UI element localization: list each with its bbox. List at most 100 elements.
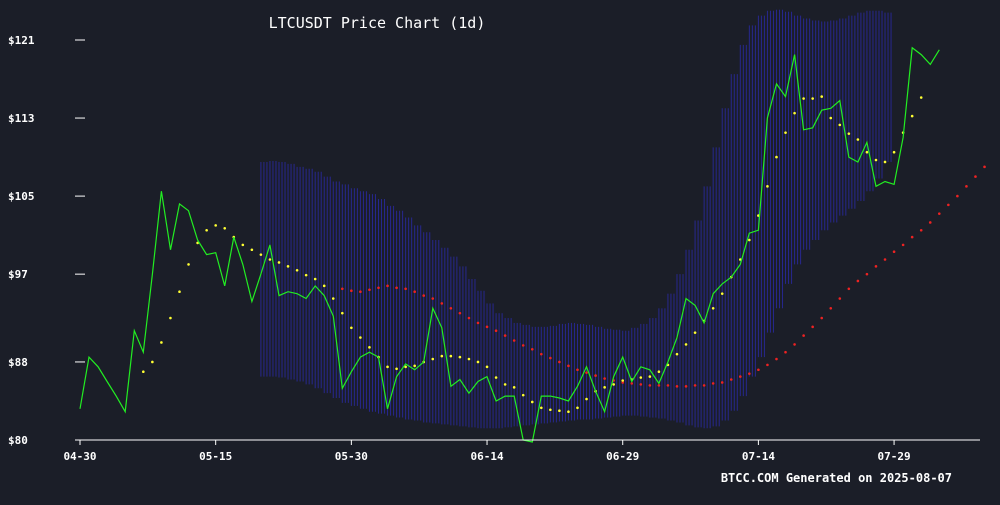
sma-fast-point	[711, 306, 715, 310]
sma-slow-point	[775, 357, 778, 361]
sma-fast-point	[838, 123, 842, 127]
sma-slow-point	[874, 265, 878, 268]
sma-fast-point	[784, 131, 787, 134]
sma-slow-point	[458, 311, 462, 315]
sma-slow-point	[820, 316, 824, 320]
sma-fast-point	[304, 273, 308, 277]
sma-fast-point	[431, 357, 435, 361]
sma-slow-point	[630, 382, 634, 385]
sma-slow-point	[585, 371, 588, 374]
sma-fast-point	[449, 354, 453, 358]
sma-fast-point	[467, 357, 471, 361]
sma-fast-point	[558, 409, 561, 413]
sma-fast-point	[359, 336, 362, 339]
sma-slow-point	[811, 325, 814, 329]
sma-fast-point	[576, 406, 579, 410]
sma-slow-point	[947, 203, 950, 207]
sma-slow-point	[937, 212, 941, 215]
sma-fast-point	[766, 185, 769, 188]
sma-slow-point	[883, 258, 887, 261]
sma-fast-point	[521, 393, 525, 397]
y-tick-label: $88	[8, 356, 28, 369]
sma-fast-point	[458, 355, 462, 359]
sma-fast-point	[675, 352, 679, 356]
sma-slow-point	[530, 347, 534, 351]
sma-slow-point	[368, 288, 371, 292]
sma-fast-point	[793, 111, 796, 115]
sma-slow-point	[720, 381, 724, 384]
sma-slow-point	[919, 228, 923, 232]
sma-fast-series	[142, 95, 923, 414]
close-price-series	[79, 46, 940, 443]
sma-slow-point	[440, 302, 444, 305]
y-tick-label: $105	[8, 190, 35, 203]
sma-fast-point	[829, 116, 833, 120]
sma-fast-point	[802, 97, 805, 100]
sma-fast-point	[404, 365, 407, 369]
x-tick-label: 05-15	[199, 450, 232, 463]
sma-fast-point	[865, 150, 869, 154]
sma-fast-point	[530, 400, 534, 404]
sma-slow-point	[748, 372, 751, 375]
sma-fast-point	[657, 370, 661, 374]
sma-slow-point	[359, 290, 362, 294]
sma-slow-point	[838, 297, 842, 300]
sma-slow-point	[684, 385, 688, 388]
sma-fast-point	[259, 253, 263, 256]
sma-slow-point	[422, 294, 426, 297]
sma-slow-point	[974, 175, 977, 178]
sma-slow-point	[467, 316, 471, 320]
sma-fast-point	[440, 354, 444, 358]
sma-slow-point	[802, 334, 805, 337]
sma-slow-point	[413, 290, 416, 294]
sma-fast-point	[684, 343, 688, 346]
sma-slow-point	[847, 287, 851, 291]
sma-slow-point	[729, 378, 733, 381]
sma-slow-point	[485, 325, 489, 329]
sma-fast-point	[919, 96, 923, 99]
sma-slow-point	[639, 383, 643, 386]
sma-fast-point	[368, 346, 371, 349]
sma-slow-point	[549, 356, 552, 360]
sma-fast-point	[151, 360, 154, 364]
sma-fast-point	[856, 138, 860, 141]
sma-fast-point	[178, 290, 181, 294]
sma-slow-point	[603, 377, 606, 380]
y-tick-label: $113	[8, 112, 35, 125]
sma-fast-point	[621, 379, 625, 382]
sma-fast-point	[883, 160, 887, 164]
sma-slow-point	[377, 286, 380, 290]
sma-slow-point	[675, 385, 679, 388]
sma-fast-point	[196, 241, 199, 245]
sma-fast-point	[313, 277, 317, 281]
sma-fast-point	[142, 370, 145, 374]
sma-fast-point	[476, 360, 480, 364]
sma-slow-point	[901, 243, 905, 247]
x-tick-label: 05-30	[335, 450, 368, 463]
sma-fast-point	[187, 263, 190, 266]
footer-credit: BTCC.COM Generated on 2025-08-07	[721, 471, 952, 485]
sma-slow-point	[558, 360, 561, 364]
sma-slow-point	[503, 334, 507, 337]
sma-slow-point	[341, 287, 344, 291]
sma-slow-point	[476, 321, 480, 325]
sma-fast-point	[775, 155, 778, 159]
sma-fast-point	[169, 316, 172, 320]
bollinger-band	[260, 9, 892, 429]
sma-fast-point	[413, 364, 416, 368]
sma-slow-point	[793, 343, 796, 346]
sma-slow-point	[928, 221, 932, 224]
sma-slow-point	[865, 272, 869, 276]
sma-slow-point	[711, 382, 715, 385]
sma-fast-point	[648, 375, 652, 378]
sma-fast-point	[748, 238, 751, 242]
sma-fast-point	[160, 341, 163, 344]
sma-slow-point	[512, 339, 516, 342]
sma-slow-point	[576, 368, 579, 372]
sma-slow-point	[449, 306, 453, 310]
axes: $80 $88 $97 $105 $113 $121 04-30 05-15 05-30 06-1…	[8, 34, 980, 463]
sma-fast-point	[214, 224, 217, 227]
sma-slow-point	[693, 384, 697, 387]
sma-fast-point	[395, 367, 398, 371]
